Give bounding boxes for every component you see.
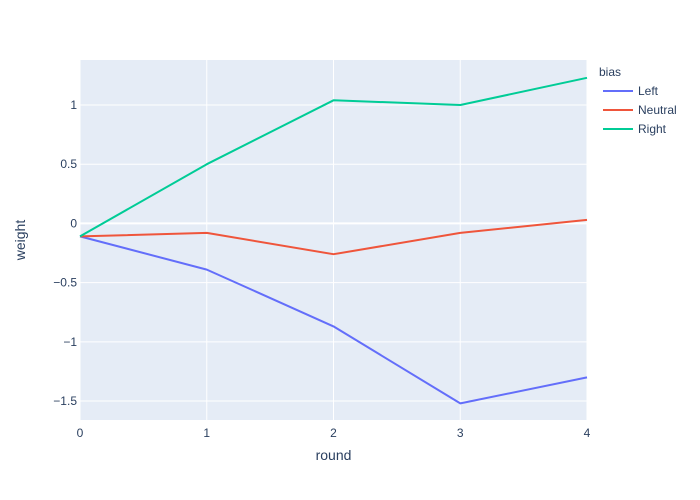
x-axis-title: round — [316, 447, 352, 463]
y-tick-label: 1 — [70, 98, 77, 112]
series-lines — [79, 76, 588, 405]
x-axis-ticks: 0 1 2 3 4 — [77, 426, 591, 440]
grid-lines — [79, 60, 588, 420]
series-line-right — [79, 76, 588, 238]
x-tick-label: 2 — [330, 426, 337, 440]
x-tick-label: 3 — [457, 426, 464, 440]
legend-item-neutral[interactable]: Neutral — [603, 103, 677, 117]
legend: bias Left Neutral Right — [599, 65, 677, 136]
series-line-left — [79, 235, 588, 405]
legend-label: Left — [638, 84, 659, 98]
legend-label: Right — [638, 122, 667, 136]
series-line-neutral — [79, 218, 588, 256]
y-tick-label: 0.5 — [60, 157, 77, 171]
legend-item-right[interactable]: Right — [603, 122, 667, 136]
legend-title: bias — [599, 65, 621, 79]
y-tick-label: −0.5 — [53, 276, 77, 290]
x-tick-label: 0 — [77, 426, 84, 440]
y-axis-ticks: −1.5 −1 −0.5 0 0.5 1 — [53, 98, 77, 408]
y-tick-label: −1 — [63, 335, 77, 349]
y-axis-title: weight — [12, 220, 28, 262]
x-tick-label: 4 — [584, 426, 591, 440]
legend-item-left[interactable]: Left — [603, 84, 659, 98]
legend-label: Neutral — [638, 103, 677, 117]
x-tick-label: 1 — [203, 426, 210, 440]
y-tick-label: 0 — [70, 216, 77, 230]
y-tick-label: −1.5 — [53, 394, 77, 408]
